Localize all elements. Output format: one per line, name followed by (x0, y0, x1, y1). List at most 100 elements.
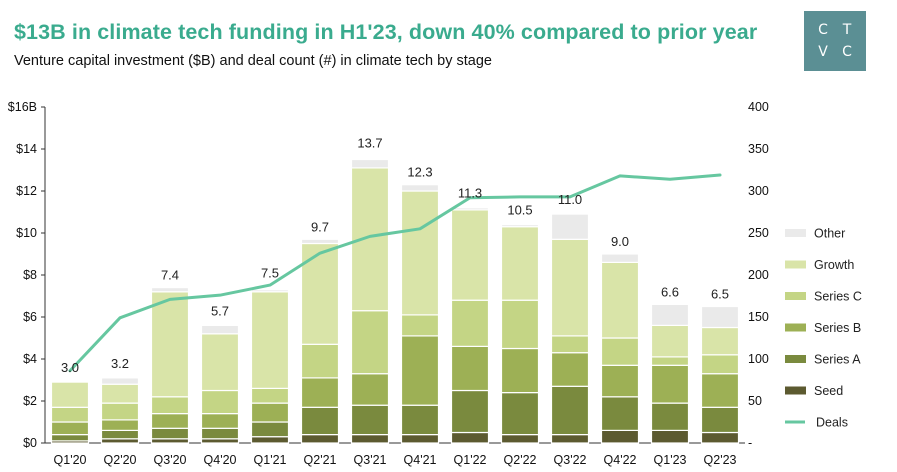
bar-segment (400, 404, 440, 436)
bar-segment (450, 431, 490, 444)
bar-segment (500, 226, 540, 301)
y-right-tick-label: 350 (748, 142, 769, 156)
deals-line (68, 173, 722, 373)
bar-segment (450, 345, 490, 392)
x-tick-label: Q4'22 (604, 453, 637, 467)
legend-label: Series A (814, 353, 861, 367)
legend-label: Growth (814, 258, 854, 272)
logo-letter: C (842, 44, 852, 60)
bar-segment (700, 431, 740, 444)
x-tick-label: Q4'20 (204, 453, 237, 467)
bar-segment (550, 238, 590, 337)
bar-segment (550, 352, 590, 387)
y-right-tick-label: 200 (748, 268, 769, 282)
bar-segment (650, 303, 690, 326)
total-label: 11.0 (558, 192, 582, 207)
y-right-tick-label: 400 (748, 100, 769, 114)
bar-segment (300, 242, 340, 345)
bar-segment (200, 438, 240, 444)
bar-segment (100, 438, 140, 444)
legend-label: Series B (814, 321, 861, 335)
bar-segment (650, 402, 690, 432)
bar-segment (700, 354, 740, 375)
bar-segment (500, 299, 540, 350)
bar-segment (50, 406, 90, 423)
bar-segment (600, 261, 640, 339)
labels: 3.0 3.2 7.4 5.7 7.5 9.7 13.7 12.3 11.3 10.5 11.0 9.… (61, 135, 729, 375)
bar-segment (300, 406, 340, 436)
legend-swatch (785, 323, 806, 332)
y-right-tick-label: 250 (748, 226, 769, 240)
x-tick-label: Q3'22 (554, 453, 587, 467)
total-label: 7.5 (261, 266, 279, 281)
bar-segment (150, 396, 190, 415)
total-label: 7.4 (161, 268, 179, 283)
bar-segment (450, 209, 490, 301)
bar-segment (600, 253, 640, 263)
y-left-tick-label: $4 (23, 352, 37, 366)
bar-segment (100, 377, 140, 385)
bar-segment (550, 385, 590, 436)
y-left-tick-label: $0 (23, 436, 37, 450)
bar-segment (400, 184, 440, 192)
total-label: 3.0 (61, 360, 79, 375)
bar-segment (650, 356, 690, 366)
bar-segment (100, 429, 140, 440)
y-left-tick-label: $12 (16, 184, 37, 198)
deal-line (68, 173, 722, 373)
legend-label: Seed (814, 384, 843, 398)
bar-segment (500, 224, 540, 228)
x-tick-label: Q2'22 (504, 453, 537, 467)
x-tick-label: Q1'20 (54, 453, 87, 467)
x-tick-label: Q2'20 (104, 453, 137, 467)
total-label: 10.5 (507, 203, 532, 218)
logo-letter: T (842, 22, 852, 38)
bar-segment (400, 190, 440, 316)
bar-segment (200, 427, 240, 440)
y-right-tick-label: 100 (748, 352, 769, 366)
bar-segment (700, 326, 740, 356)
legend-swatch (785, 355, 806, 363)
bar-segment (250, 436, 290, 444)
bar-segment (250, 387, 290, 404)
legend: Other Growth Series C Series B Series A Seed D… (785, 227, 862, 430)
bar-segment (350, 373, 390, 406)
chart-title: $13B in climate tech funding in H1'23, d… (14, 20, 758, 44)
bars (50, 158, 740, 444)
total-label: 11.3 (458, 186, 482, 201)
legend-swatch (785, 386, 806, 395)
bar-segment (400, 314, 440, 337)
bar-segment (200, 324, 240, 335)
bar-segment (300, 238, 340, 245)
y-left-tick-label: $10 (16, 226, 37, 240)
legend-label: Series C (814, 290, 862, 304)
bar-segment (400, 335, 440, 406)
x-tick-label: Q1'21 (254, 453, 287, 467)
y-left-tick-label: $2 (23, 394, 37, 408)
bar-segment (100, 402, 140, 421)
x-tick-label: Q4'21 (404, 453, 437, 467)
legend-label: Other (814, 227, 845, 241)
bar-segment (450, 207, 490, 211)
bar-segment (350, 310, 390, 375)
bar-segment (650, 364, 690, 404)
bar-segment (200, 333, 240, 392)
bar-segment (500, 392, 540, 436)
total-label: 6.6 (661, 284, 679, 299)
bar-segment (50, 381, 90, 408)
bar-segment (250, 291, 290, 389)
x-tick-label: Q2'23 (704, 453, 737, 467)
logo-letter: C (818, 22, 828, 38)
bar-segment (100, 419, 140, 431)
bar-segment (550, 213, 590, 240)
bar-segment (150, 291, 190, 398)
total-label: 13.7 (357, 135, 382, 150)
y-left-tick-label: $14 (16, 142, 37, 156)
bar-segment (400, 434, 440, 444)
bar-segment (450, 389, 490, 434)
total-label: 5.7 (211, 303, 229, 318)
y-right-tick-label: - (748, 436, 752, 450)
bar-segment (50, 421, 90, 436)
bar-segment (150, 427, 190, 440)
bar-segment (200, 413, 240, 429)
